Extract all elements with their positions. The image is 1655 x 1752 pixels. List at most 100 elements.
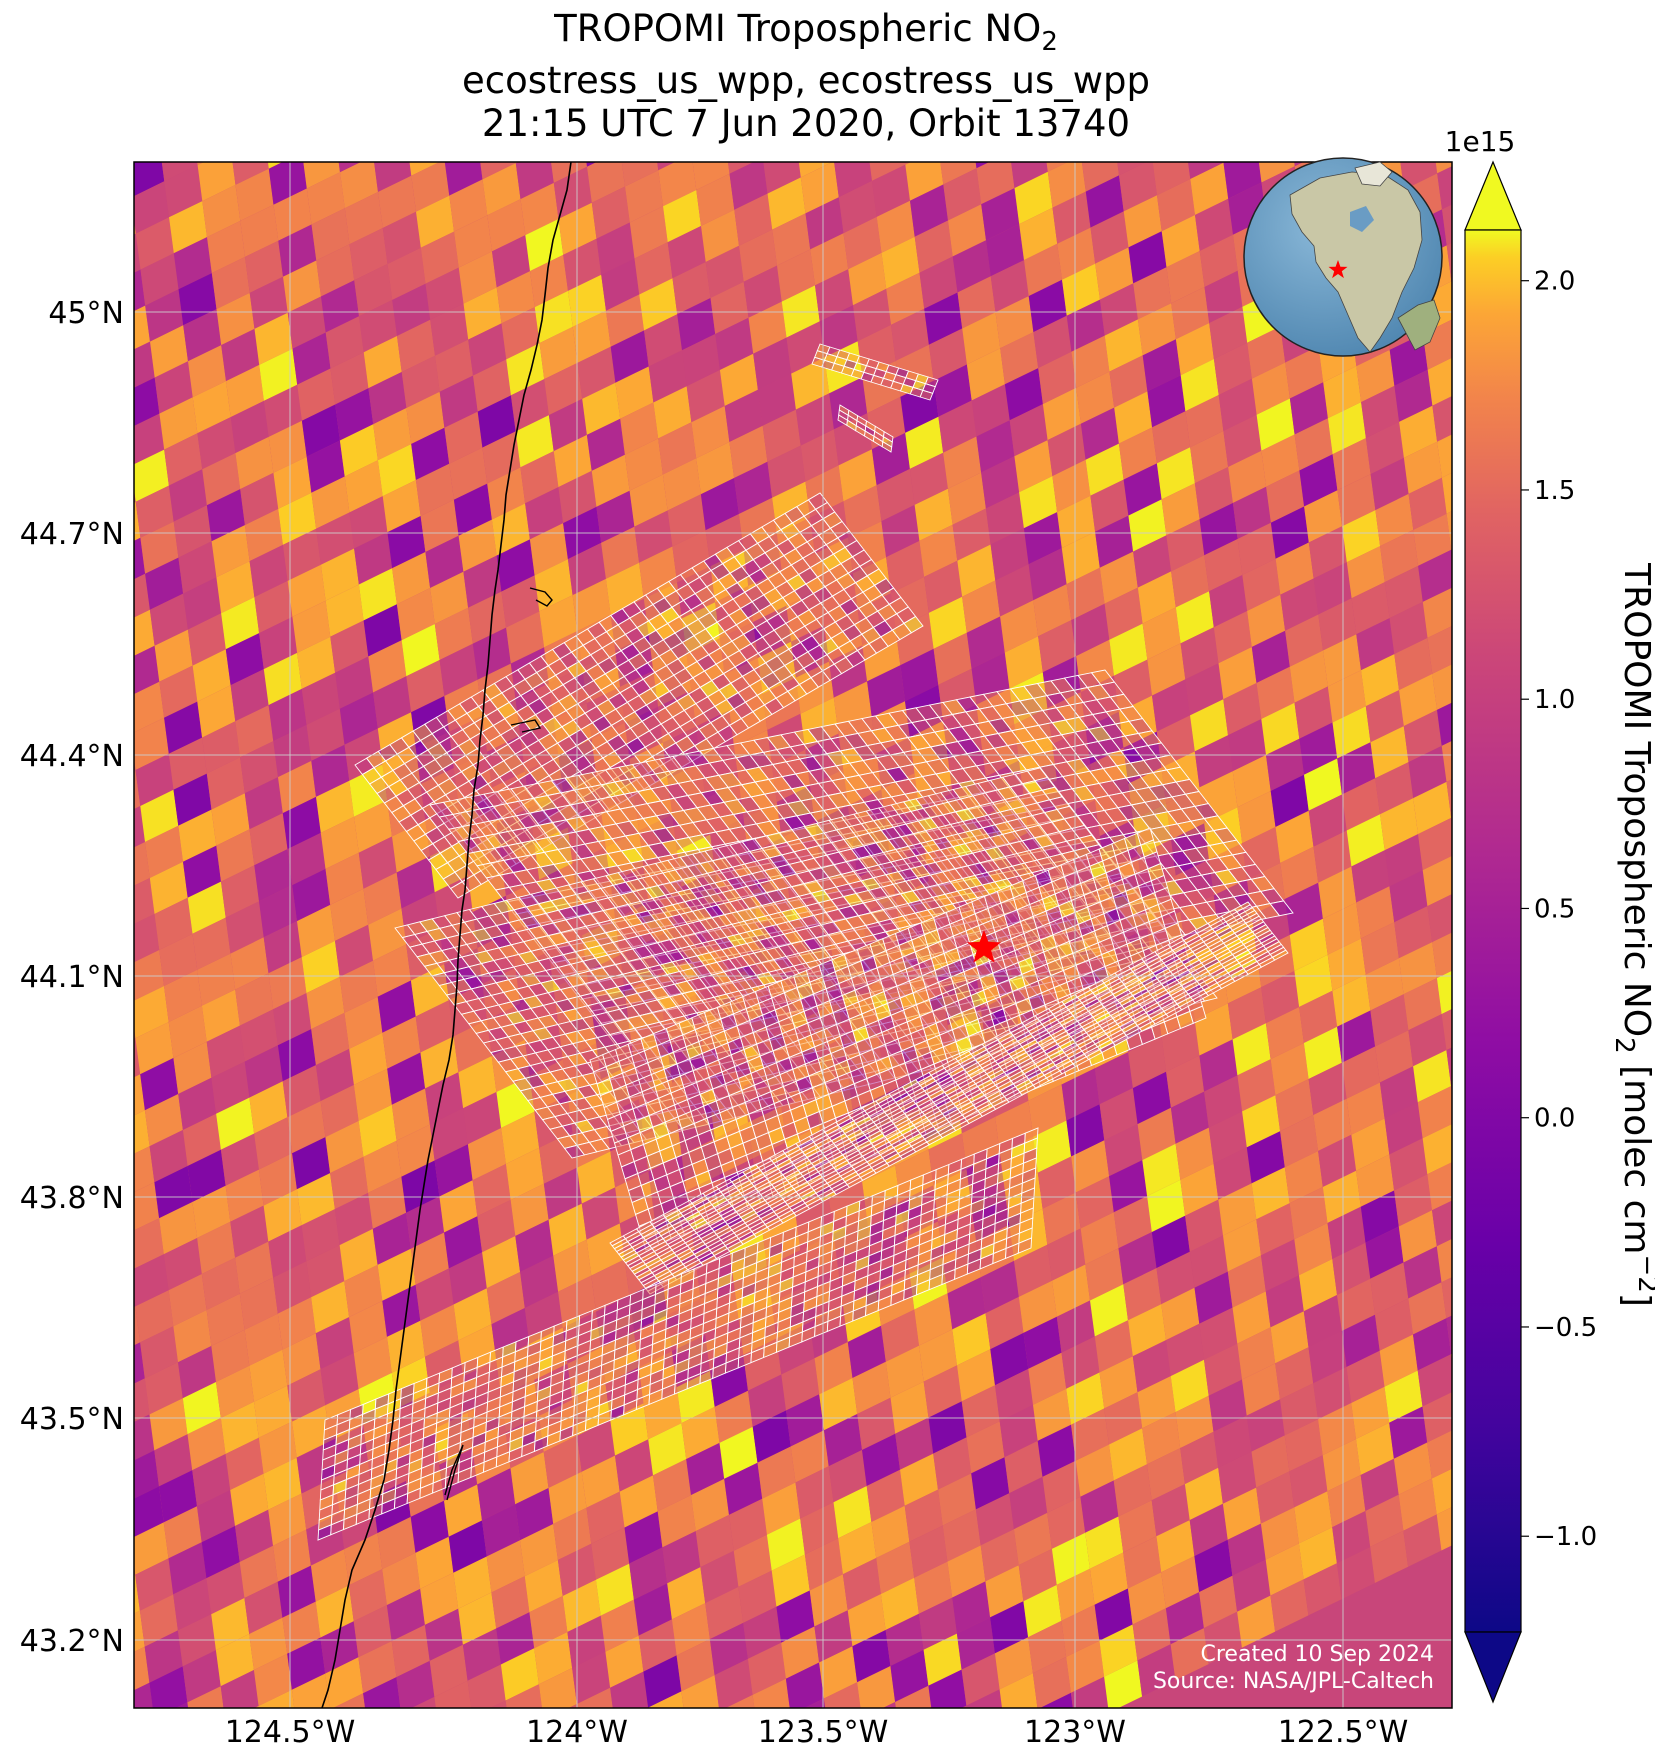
no2-pixel <box>154 897 193 950</box>
no2-pixel <box>159 397 198 450</box>
no2-pixel <box>1356 1154 1395 1207</box>
no2-pixel <box>990 528 1029 581</box>
no2-pixel <box>1294 686 1333 739</box>
no2-pixel <box>277 1029 316 1082</box>
no2-pixel <box>505 1147 544 1200</box>
no2-pixel <box>1418 817 1452 871</box>
no2-pixel <box>1190 699 1228 752</box>
no2-pixel <box>1085 1248 1124 1301</box>
no2-pixel <box>1081 162 1119 192</box>
no2-pixel <box>211 1598 250 1651</box>
no2-pixel <box>1227 1523 1266 1576</box>
no2-pixel <box>819 1646 858 1699</box>
no2-pixel <box>1090 479 1129 532</box>
no2-pixel <box>311 1012 350 1066</box>
no2-pixel <box>282 796 321 850</box>
no2-pixel <box>406 1196 445 1249</box>
no2-pixel <box>985 1296 1024 1350</box>
no2-pixel <box>1441 472 1452 514</box>
no2-pixel <box>1403 709 1442 763</box>
no2-pixel <box>1094 1320 1133 1373</box>
no2-pixel <box>957 544 996 597</box>
no2-pixel <box>134 1296 136 1308</box>
no2-pixel <box>490 1700 507 1708</box>
no2-pixel <box>287 1637 326 1690</box>
no2-pixel <box>134 1574 140 1614</box>
no2-pixel <box>306 1245 345 1298</box>
no2-pixel <box>249 276 288 329</box>
no2-pixel <box>145 825 183 878</box>
no2-pixel <box>667 1567 706 1620</box>
no2-pixel <box>900 1722 938 1752</box>
no2-pixel <box>539 326 578 380</box>
no2-pixel <box>1194 735 1233 788</box>
no2-pixel <box>1380 529 1419 583</box>
no2-pixel <box>1237 522 1276 575</box>
no2-pixel <box>976 420 1015 473</box>
no2-pixel <box>568 1704 578 1708</box>
no2-pixel <box>1056 1300 1095 1353</box>
no2-pixel <box>705 245 744 298</box>
no2-pixel <box>1327 1206 1366 1259</box>
no2-pixel <box>905 416 944 469</box>
no2-pixel <box>169 201 207 254</box>
no2-pixel <box>411 427 450 480</box>
no2-pixel <box>1446 242 1452 282</box>
no2-pixel <box>150 325 188 378</box>
no2-pixel <box>277 1297 316 1350</box>
no2-pixel <box>201 989 240 1042</box>
no2-pixel <box>1379 1334 1418 1387</box>
no2-pixel <box>244 1045 283 1098</box>
no2-pixel <box>93 1503 131 1555</box>
no2-pixel <box>1380 798 1418 851</box>
no2-pixel <box>1351 850 1390 903</box>
no2-pixel <box>182 1113 221 1166</box>
no2-pixel <box>1384 565 1423 619</box>
no2-pixel <box>235 436 274 490</box>
no2-pixel <box>1218 1183 1257 1236</box>
no2-pixel <box>662 1531 701 1584</box>
no2-pixel <box>1113 1196 1152 1249</box>
no2-pixel <box>1232 486 1271 539</box>
no2-pixel <box>292 332 331 385</box>
map-panel[interactable]: Created 10 Sep 2024 Source: NASA/JPL-Cal… <box>78 96 1508 1752</box>
no2-pixel <box>363 1140 402 1193</box>
no2-pixel <box>496 271 535 324</box>
no2-pixel <box>391 1088 430 1141</box>
no2-pixel <box>477 1468 516 1521</box>
no2-pixel <box>1142 1143 1181 1197</box>
no2-pixel <box>1213 1415 1252 1468</box>
no2-pixel <box>396 1660 435 1708</box>
no2-pixel <box>1171 555 1210 608</box>
no2-pixel <box>173 1310 212 1363</box>
no2-pixel <box>320 1084 359 1138</box>
no2-pixel <box>410 1232 449 1285</box>
no2-pixel <box>1148 107 1186 159</box>
no2-pixel <box>966 616 1005 669</box>
no2-pixel <box>1104 587 1143 640</box>
no2-pixel <box>838 1522 877 1575</box>
no2-pixel <box>240 472 279 526</box>
no2-pixel <box>738 1570 777 1623</box>
no2-pixel <box>134 717 169 770</box>
no2-pixel <box>867 665 905 718</box>
no2-pixel <box>492 235 530 288</box>
no2-pixel <box>88 126 126 178</box>
no2-pixel <box>301 672 340 725</box>
no2-pixel <box>154 361 193 414</box>
no2-pixel <box>287 832 326 886</box>
no2-pixel <box>676 1639 715 1692</box>
no2-pixel <box>145 289 184 342</box>
no2-pixel <box>714 1658 753 1708</box>
no2-pixel <box>449 447 488 500</box>
no2-pixel <box>1437 166 1452 210</box>
no2-pixel <box>315 1317 354 1370</box>
no2-pixel <box>853 288 891 342</box>
no2-pixel <box>425 1072 464 1125</box>
no2-pixel <box>1299 454 1338 507</box>
no2-pixel <box>88 394 126 446</box>
no2-pixel <box>1189 1235 1228 1288</box>
no2-pixel <box>472 1164 511 1217</box>
no2-pixel <box>1365 958 1404 1011</box>
no2-pixel <box>1128 499 1167 552</box>
